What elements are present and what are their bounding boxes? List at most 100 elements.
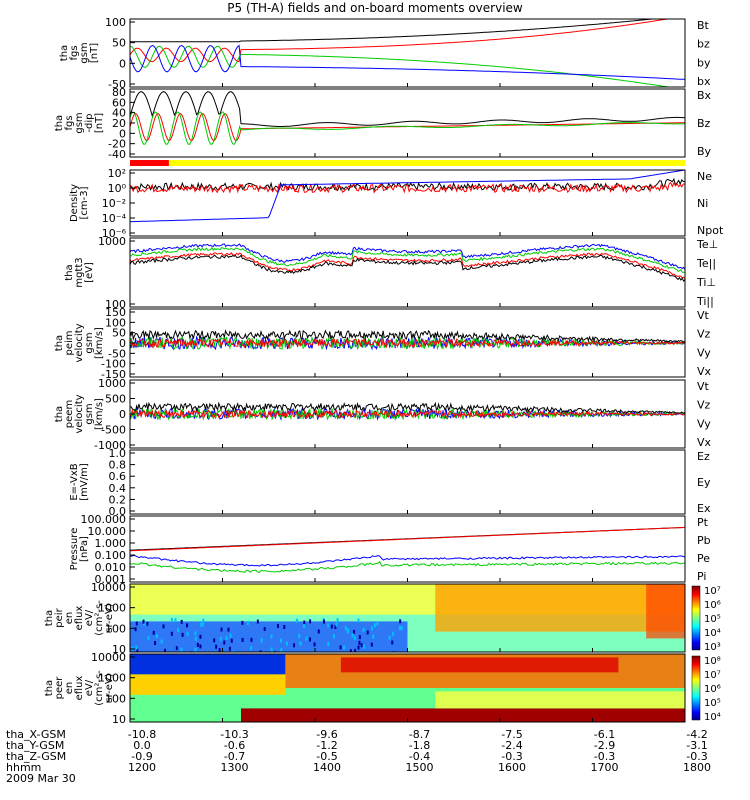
series-ne	[130, 181, 685, 194]
panel-fgs-gsm: 100 50 0 -50 tha fgs gsm [nT] Bt bz by bx	[59, 16, 711, 91]
y-axis-label: [km/s]	[94, 327, 105, 359]
y-tick-label: 1000	[98, 235, 126, 248]
x-tick-value: 1500	[406, 761, 434, 774]
legend-entry: bz	[697, 38, 710, 51]
y-axis-label: velocity	[74, 394, 85, 433]
panel-efield: 1.00.80.60.40.20.0 E=-VxB [mV/m] Ez Ey Ex	[69, 447, 711, 518]
series-bx	[130, 44, 685, 80]
y-axis-label: velocity	[74, 323, 85, 362]
x-tick-value: 1300	[221, 761, 249, 774]
colorbar-tick-label: 10⁷	[704, 586, 721, 597]
y-tick-label: 10.000	[88, 525, 127, 538]
legend-entry: Vy	[697, 417, 711, 430]
panel-density-plot-area	[130, 170, 685, 223]
legend-entry: Ni	[697, 197, 708, 210]
series-bz	[130, 19, 671, 63]
y-tick-label: 10²	[108, 167, 126, 180]
y-tick-label: 0.010	[95, 561, 127, 574]
y-axis-label: [nPa]	[79, 536, 90, 562]
x-tick-value: -10.8	[128, 728, 156, 741]
y-tick-label: 0.4	[109, 482, 127, 495]
panel-pressure-frame	[129, 515, 686, 583]
legend-entry: Vz	[697, 399, 711, 412]
colorbar-tick-label: 10⁵	[704, 698, 721, 709]
y-axis-label: (cm²-s-	[94, 600, 105, 636]
y-tick-label: 100	[105, 316, 126, 329]
colorbar	[691, 585, 701, 651]
y-axis-label: tha	[44, 610, 55, 626]
panel-peir-spectrogram-plot-area	[130, 584, 685, 652]
y-axis-label: en	[64, 612, 75, 625]
colorbar-tick-label: 10⁶	[704, 600, 721, 611]
y-tick-label: 150	[105, 306, 126, 319]
y-tick-label: 100.000	[81, 513, 127, 526]
x-tick-value: 1200	[128, 761, 156, 774]
y-axis-label: Density	[69, 184, 80, 222]
y-tick-label: 0.2	[109, 493, 127, 506]
y-axis-label: E=-VxB	[69, 463, 80, 500]
y-tick-label: 500	[105, 393, 126, 406]
y-tick-label: 10000	[91, 651, 126, 664]
y-tick-label: 0.100	[95, 549, 127, 562]
y-axis-label: [cm-3]	[79, 186, 90, 219]
y-tick-label: 1000	[98, 602, 126, 615]
y-axis-label: Pressure	[69, 528, 80, 571]
y-axis-label: sr-eV)	[104, 673, 115, 702]
y-tick-label: 100	[105, 298, 126, 311]
y-axis-label: tha	[64, 264, 75, 280]
y-axis-label: [eV]	[84, 262, 95, 283]
x-row-label: tha_Z-GSM	[6, 750, 66, 763]
x-tick-value: -8.7	[409, 728, 430, 741]
y-axis-label: gsm	[74, 112, 85, 133]
y-tick-label: 10⁰	[108, 182, 127, 195]
y-axis-label: [mV/m]	[79, 463, 90, 501]
x-tick-value: -0.3	[501, 750, 522, 763]
y-axis-label: gsm	[84, 332, 95, 353]
legend-entry: Ne	[697, 170, 712, 183]
y-axis-label: [km/s]	[94, 398, 105, 430]
x-tick-value: -2.9	[594, 739, 615, 752]
x-tick-value: -0.3	[686, 750, 707, 763]
panel-temperature: 1000 100 tha mgtt3 [eV] Te⊥ Te|| Ti⊥ Ti||	[64, 235, 718, 311]
legend-entry: Ti||	[696, 295, 714, 308]
legend-entry: Te⊥	[696, 238, 718, 251]
y-tick-label: 20	[112, 117, 126, 130]
x-tick-value: -0.5	[316, 750, 337, 763]
y-axis-label: eV/	[84, 679, 95, 696]
y-tick-label: 0.001	[95, 573, 127, 586]
y-tick-label: 1.0	[109, 447, 127, 460]
panel-peer-spectrogram-plot-area	[130, 654, 685, 722]
series-ti-par	[130, 246, 685, 274]
y-tick-label: 100	[105, 692, 126, 705]
y-tick-label: 10⁻⁴	[102, 212, 127, 225]
x-tick-value: -1.2	[316, 739, 337, 752]
y-axis-label: tha	[44, 680, 55, 696]
legend-entry: Ex	[697, 502, 711, 515]
series-vz-4	[130, 337, 685, 349]
y-axis-label: tha	[59, 45, 70, 61]
y-axis-label: (cm²-s-	[94, 670, 105, 706]
y-tick-label: 100	[105, 622, 126, 635]
y-axis-label: peer	[54, 676, 65, 700]
colorbar-tick-label: 10³	[704, 642, 721, 653]
y-axis-label: eV/	[84, 609, 95, 626]
x-tick-value: -0.6	[224, 739, 245, 752]
x-tick-value: -3.1	[686, 739, 707, 752]
y-tick-label: 50	[112, 327, 126, 340]
legend-entry: Vz	[697, 328, 711, 341]
x-tick-value: -9.6	[316, 728, 337, 741]
colorbar-tick-label: 10⁸	[704, 656, 721, 667]
y-tick-label: 0.6	[109, 470, 127, 483]
y-axis-label: peem	[64, 400, 75, 428]
panel-temperature-plot-area	[130, 243, 685, 283]
y-axis-label: tha	[54, 115, 65, 131]
y-axis-label: [nT]	[89, 43, 100, 63]
y-axis-label: eflux	[74, 606, 85, 631]
x-tick-value: -4.2	[686, 728, 707, 741]
y-tick-label: 40	[112, 107, 126, 120]
y-tick-label: -40	[108, 148, 126, 161]
panel-fgs-gsm-dip-plot-area	[130, 91, 685, 146]
legend-entry: by	[697, 56, 711, 69]
